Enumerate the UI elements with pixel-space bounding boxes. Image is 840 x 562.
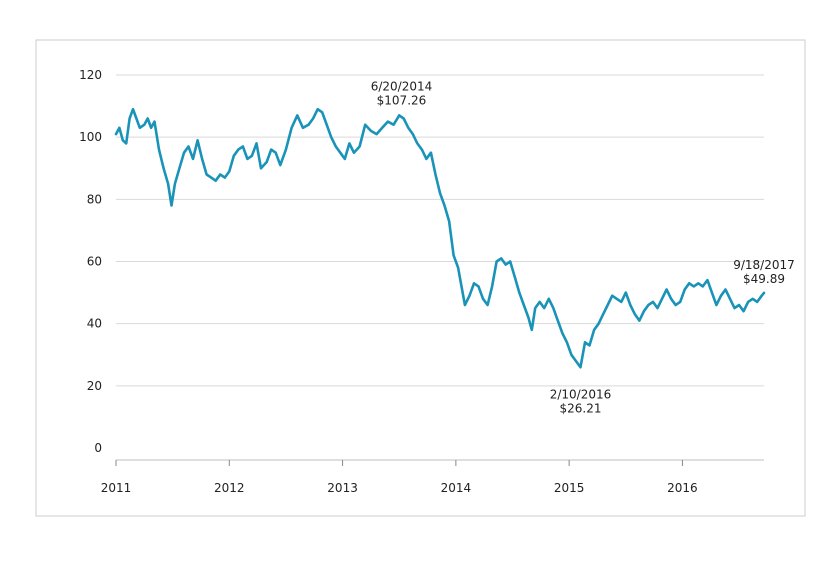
y-tick-label-40: 40 — [87, 317, 102, 331]
gridlines — [116, 74, 764, 387]
annotations: 6/20/2014$107.26 2/10/2016$26.21 9/18/2017… — [371, 80, 795, 416]
x-tick-label-2014: 2014 — [441, 481, 472, 495]
y-axis-ticks: 0 20 40 60 80 100 120 — [79, 68, 102, 455]
y-tick-label-80: 80 — [87, 192, 102, 206]
series-layer — [114, 107, 766, 369]
y-tick-label-0: 0 — [94, 441, 102, 455]
series-line-price — [114, 107, 766, 369]
y-tick-label-60: 60 — [87, 255, 102, 269]
x-tick-label-2012: 2012 — [214, 481, 245, 495]
annotation-value-0: $107.26 — [377, 94, 427, 108]
y-tick-label-20: 20 — [87, 379, 102, 393]
annotation-value-1: $26.21 — [559, 402, 601, 416]
x-tick-label-2011: 2011 — [101, 481, 132, 495]
y-tick-label-120: 120 — [79, 68, 102, 82]
annotation-date-1: 2/10/2016 — [550, 388, 612, 402]
x-axis: 2011 2012 2013 2014 2015 2016 — [101, 459, 764, 495]
x-tick-label-2016: 2016 — [667, 481, 698, 495]
chart-frame — [35, 39, 806, 517]
annotation-date-2: 9/18/2017 — [733, 258, 795, 272]
y-tick-label-100: 100 — [79, 130, 102, 144]
annotation-date-0: 6/20/2014 — [371, 80, 433, 94]
x-tick-label-2013: 2013 — [327, 481, 358, 495]
annotation-value-2: $49.89 — [743, 272, 785, 286]
x-tick-label-2015: 2015 — [554, 481, 585, 495]
